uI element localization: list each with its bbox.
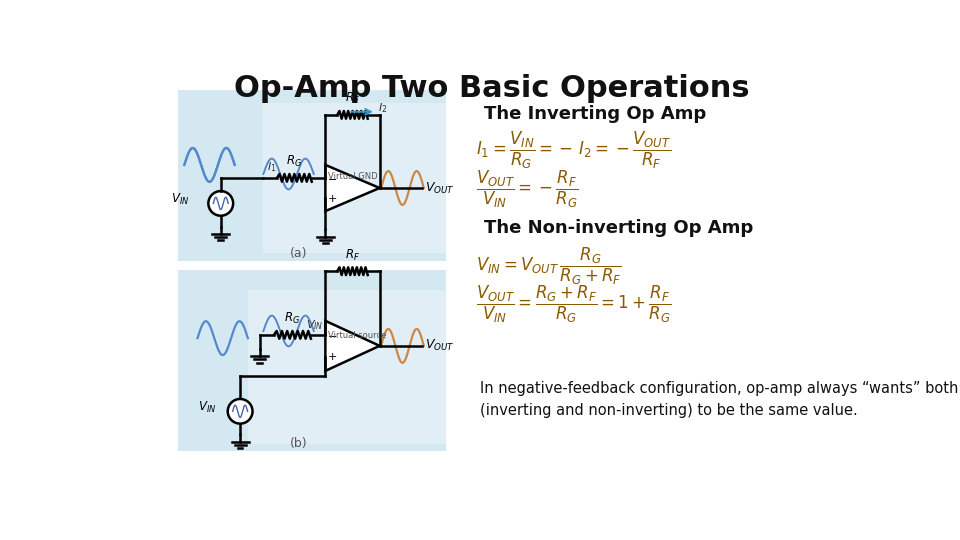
- Text: $\dfrac{V_{OUT}}{V_{IN}} = \dfrac{R_G + R_F}{R_G} = 1 + \dfrac{R_F}{R_G}$: $\dfrac{V_{OUT}}{V_{IN}} = \dfrac{R_G + …: [476, 284, 672, 326]
- Text: $V_{IN}$: $V_{IN}$: [199, 400, 217, 415]
- FancyBboxPatch shape: [263, 103, 445, 253]
- FancyBboxPatch shape: [179, 90, 445, 261]
- Text: $I_2$: $I_2$: [378, 101, 388, 115]
- Text: $R_G$: $R_G$: [284, 311, 300, 326]
- FancyBboxPatch shape: [179, 271, 445, 451]
- Text: $+$: $+$: [327, 352, 337, 362]
- Text: $V_{IN}$: $V_{IN}$: [306, 318, 324, 332]
- Polygon shape: [325, 165, 379, 211]
- Text: In negative-feedback configuration, op-amp always “wants” both inputs
(inverting: In negative-feedback configuration, op-a…: [480, 381, 960, 418]
- Circle shape: [208, 191, 233, 215]
- Text: $I_1 = \dfrac{V_{IN}}{R_G} = -\,I_2 = -\dfrac{V_{OUT}}{R_F}$: $I_1 = \dfrac{V_{IN}}{R_G} = -\,I_2 = -\…: [476, 130, 672, 172]
- Text: $I_1$: $I_1$: [267, 160, 276, 174]
- Text: (b): (b): [289, 437, 307, 450]
- Text: Virtual GND: Virtual GND: [328, 172, 378, 181]
- Circle shape: [228, 399, 252, 423]
- Text: $R_F$: $R_F$: [345, 247, 360, 262]
- Text: Op-Amp Two Basic Operations: Op-Amp Two Basic Operations: [234, 74, 750, 103]
- Text: (a): (a): [290, 247, 307, 260]
- Text: Virtual source: Virtual source: [328, 331, 387, 340]
- FancyBboxPatch shape: [248, 289, 445, 444]
- Text: $\dfrac{V_{OUT}}{V_{IN}} = -\dfrac{R_F}{R_G}$: $\dfrac{V_{OUT}}{V_{IN}} = -\dfrac{R_F}{…: [476, 168, 579, 210]
- Text: $+$: $+$: [327, 193, 337, 204]
- Text: $R_G$: $R_G$: [286, 154, 302, 170]
- Text: $R_F$: $R_F$: [345, 91, 360, 106]
- Text: $V_{OUT}$: $V_{OUT}$: [424, 180, 454, 195]
- Polygon shape: [325, 321, 379, 371]
- Text: The Non-inverting Op Amp: The Non-inverting Op Amp: [484, 219, 754, 237]
- Text: $-$: $-$: [327, 173, 337, 183]
- Text: The Inverting Op Amp: The Inverting Op Amp: [484, 105, 707, 123]
- Text: $V_{IN}$: $V_{IN}$: [171, 192, 190, 207]
- Text: $-$: $-$: [327, 330, 337, 340]
- Text: $V_{OUT}$: $V_{OUT}$: [424, 338, 454, 353]
- Text: $V_{IN} = V_{OUT}\,\dfrac{R_G}{R_G + R_F}$: $V_{IN} = V_{OUT}\,\dfrac{R_G}{R_G + R_F…: [476, 246, 622, 287]
